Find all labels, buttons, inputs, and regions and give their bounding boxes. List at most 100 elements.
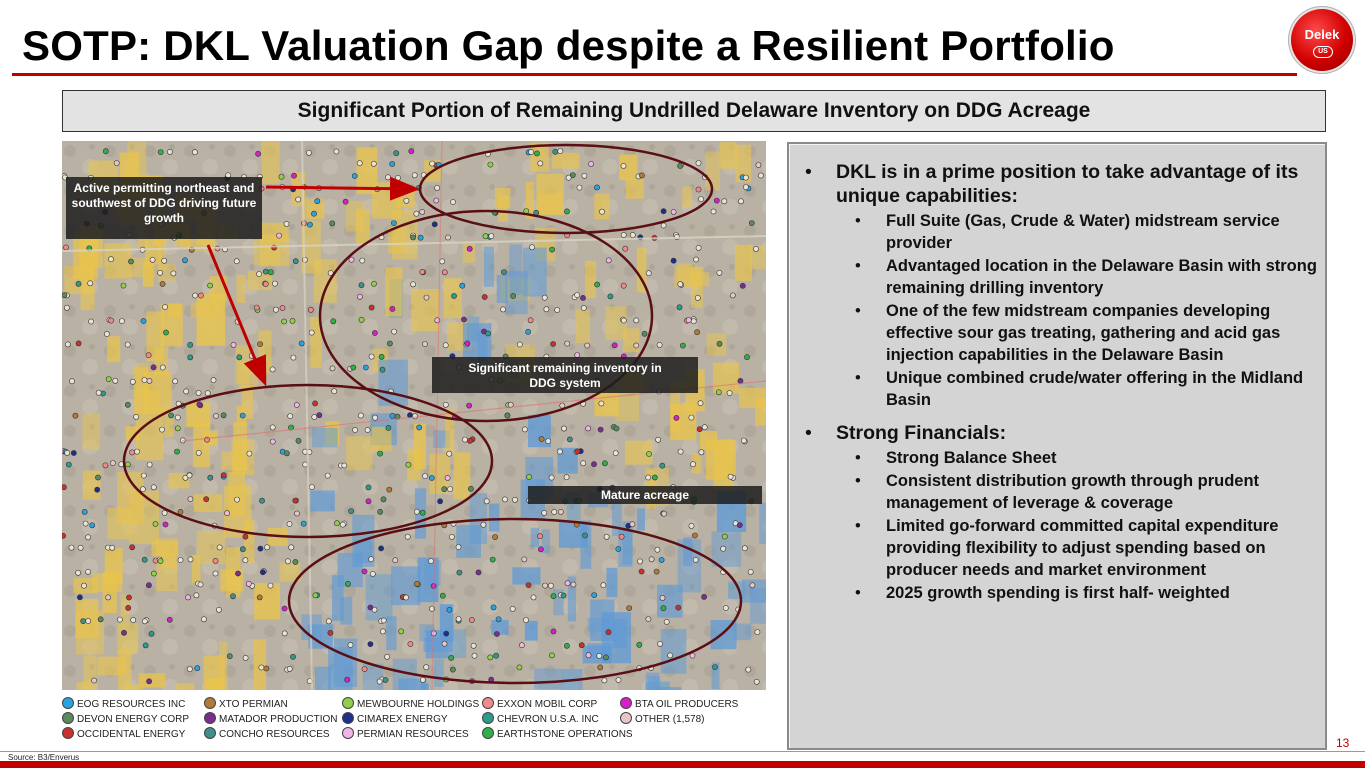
well-marker xyxy=(200,616,207,623)
ellipse-northeast xyxy=(418,143,714,235)
page-number: 13 xyxy=(1336,736,1350,750)
well-marker xyxy=(162,521,169,528)
well-marker xyxy=(554,307,561,313)
well-marker xyxy=(516,664,523,671)
well-marker xyxy=(339,521,346,528)
acreage-block xyxy=(553,589,564,616)
well-marker xyxy=(447,486,453,492)
acreage-block xyxy=(241,385,253,419)
well-marker xyxy=(324,472,331,479)
acreage-block xyxy=(233,422,247,472)
well-marker xyxy=(278,173,285,180)
acreage-block xyxy=(120,594,130,626)
well-marker xyxy=(446,450,453,457)
well-marker xyxy=(695,160,702,166)
well-marker xyxy=(695,245,702,251)
well-marker xyxy=(256,594,263,601)
well-marker xyxy=(433,197,440,204)
well-marker xyxy=(645,474,652,481)
acreage-block xyxy=(365,574,393,621)
well-marker xyxy=(283,221,290,227)
well-marker xyxy=(64,449,71,456)
well-marker xyxy=(105,376,112,382)
logo-wordmark: Delek xyxy=(1304,27,1340,42)
well-marker xyxy=(487,654,494,661)
acreage-block xyxy=(584,260,597,298)
well-marker xyxy=(411,172,418,179)
well-marker xyxy=(480,521,487,528)
well-marker xyxy=(370,160,377,167)
well-marker xyxy=(291,172,297,179)
well-marker xyxy=(283,450,290,457)
well-marker xyxy=(197,292,204,299)
well-marker xyxy=(186,666,193,672)
well-marker xyxy=(197,581,204,588)
well-marker xyxy=(207,282,213,289)
acreage-block xyxy=(107,507,131,540)
well-marker xyxy=(134,448,140,455)
well-marker xyxy=(367,604,374,611)
well-marker xyxy=(659,594,666,601)
well-marker xyxy=(149,256,156,263)
well-marker xyxy=(516,341,523,348)
source-note: Source: B3/Enverus xyxy=(8,753,80,762)
well-marker xyxy=(603,654,609,661)
well-marker xyxy=(392,557,399,564)
well-marker xyxy=(581,172,588,179)
well-marker xyxy=(726,390,733,396)
well-marker xyxy=(404,533,411,540)
well-marker xyxy=(636,641,643,648)
well-marker xyxy=(174,425,181,432)
well-marker xyxy=(230,593,236,600)
well-marker xyxy=(314,198,321,205)
well-marker xyxy=(333,520,340,527)
well-marker xyxy=(407,641,414,647)
arrow-northeast xyxy=(265,176,420,201)
well-marker xyxy=(439,592,446,599)
well-marker xyxy=(490,604,497,611)
well-marker xyxy=(696,426,703,433)
acreage-block xyxy=(385,267,403,317)
legend-label: EXXON MOBIL CORP xyxy=(497,699,598,710)
well-marker xyxy=(220,412,227,419)
well-marker xyxy=(146,377,153,384)
well-marker xyxy=(130,617,137,623)
well-marker xyxy=(242,533,249,540)
well-marker xyxy=(369,570,376,577)
acreage-block xyxy=(76,682,92,734)
well-marker xyxy=(64,341,71,348)
well-marker xyxy=(161,510,168,516)
well-marker xyxy=(563,474,570,481)
acreage-block xyxy=(253,240,281,266)
well-marker xyxy=(603,533,610,540)
well-marker xyxy=(85,568,91,575)
well-marker xyxy=(615,546,622,552)
well-marker xyxy=(72,412,79,419)
acreage-block xyxy=(711,662,720,690)
well-marker xyxy=(570,581,577,588)
well-marker xyxy=(203,496,210,503)
well-marker xyxy=(351,173,358,179)
well-marker xyxy=(263,665,270,672)
footer-divider xyxy=(0,751,1365,752)
well-marker xyxy=(212,570,219,577)
well-marker xyxy=(220,472,227,478)
well-marker xyxy=(117,616,123,623)
well-marker xyxy=(548,652,555,659)
well-marker xyxy=(141,377,148,383)
well-marker xyxy=(753,246,759,252)
acreage-block xyxy=(82,413,101,450)
well-marker xyxy=(120,282,127,289)
acreage-block xyxy=(439,604,454,642)
well-marker xyxy=(405,461,412,468)
well-marker xyxy=(701,424,708,431)
callout-active-permitting: Active permitting northeast and southwes… xyxy=(66,177,262,239)
legend-label: OTHER (1,578) xyxy=(635,714,705,725)
well-marker xyxy=(391,328,397,335)
well-marker xyxy=(257,545,264,552)
well-marker xyxy=(534,150,540,157)
callout-remaining-inventory: Significant remaining inventory in DDG s… xyxy=(432,357,698,393)
well-marker xyxy=(395,175,401,181)
well-marker xyxy=(413,508,420,515)
legend-label: EOG RESOURCES INC xyxy=(77,699,186,710)
